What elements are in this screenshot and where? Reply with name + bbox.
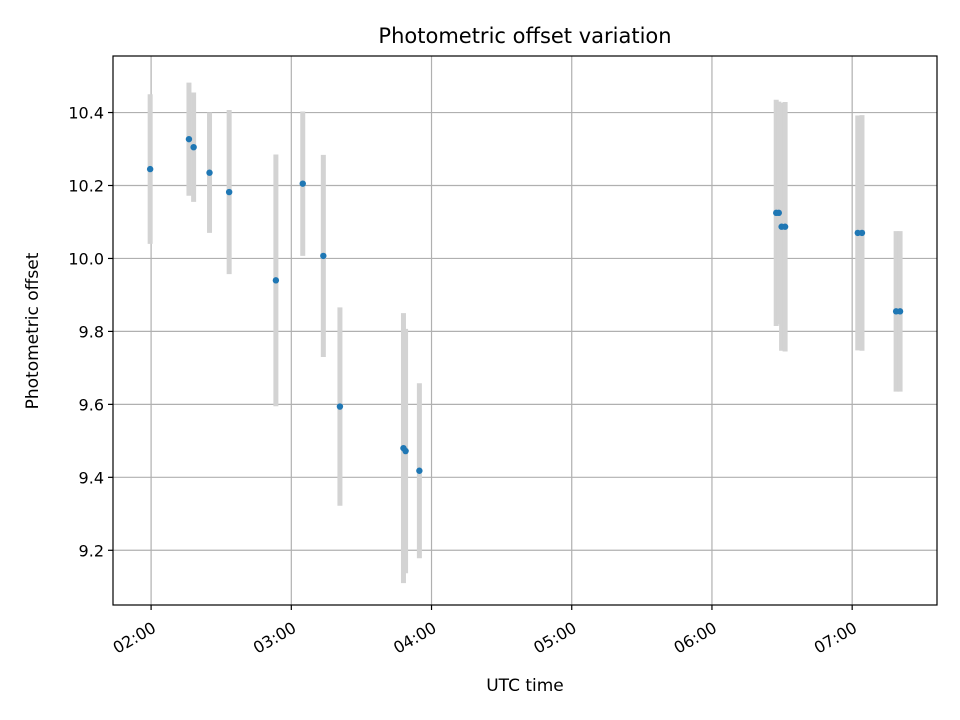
x-axis-title: UTC time bbox=[486, 676, 564, 696]
y-tick-label: 10.0 bbox=[68, 249, 104, 268]
y-tick-label: 10.4 bbox=[68, 104, 104, 123]
y-tick-label: 9.8 bbox=[79, 322, 104, 341]
data-point bbox=[206, 169, 213, 176]
y-tick-label: 10.2 bbox=[68, 176, 104, 195]
data-point bbox=[416, 467, 423, 474]
data-point bbox=[896, 308, 904, 315]
y-tick-label: 9.2 bbox=[79, 541, 104, 560]
data-point bbox=[146, 165, 154, 173]
data-point bbox=[775, 209, 782, 217]
data-points bbox=[146, 135, 904, 474]
data-point bbox=[320, 252, 327, 260]
data-point bbox=[336, 403, 344, 410]
data-point bbox=[858, 229, 866, 237]
data-point bbox=[190, 143, 197, 151]
data-point bbox=[781, 223, 789, 230]
y-tick-label: 9.6 bbox=[79, 395, 104, 414]
plot-frame bbox=[112, 55, 938, 606]
data-point bbox=[185, 135, 193, 143]
y-tick-label: 9.4 bbox=[79, 468, 104, 487]
y-axis: 9.2 9.4 9.6 9.8 10.0 10.2 10.4 bbox=[68, 104, 113, 560]
grid bbox=[113, 56, 937, 605]
y-axis-title: Photometric offset bbox=[23, 252, 43, 409]
chart-title: Photometric offset variation bbox=[378, 24, 671, 48]
data-point bbox=[402, 447, 409, 455]
data-point bbox=[225, 188, 233, 196]
data-point bbox=[272, 277, 280, 284]
data-point bbox=[299, 180, 306, 187]
